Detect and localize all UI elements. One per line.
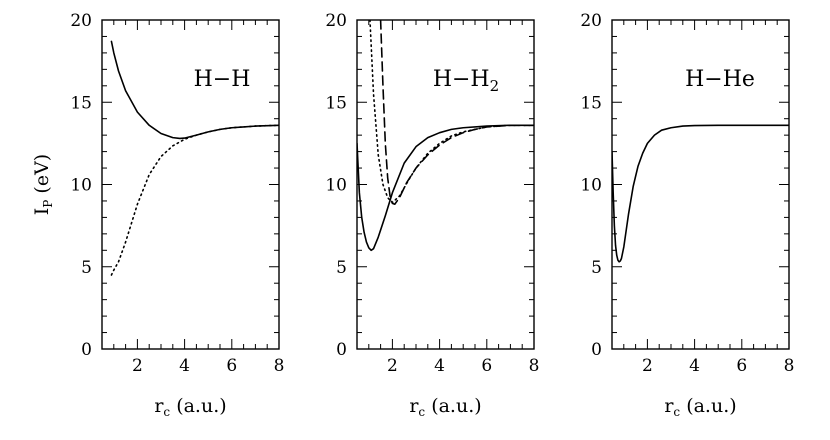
y-tick-label: 10: [325, 176, 347, 196]
y-tick-label: 5: [81, 258, 92, 278]
y-tick-label: 15: [325, 93, 347, 113]
series-line-solid: [357, 124, 534, 252]
x-axis-label-main: r: [409, 395, 419, 417]
panel-title-subscript: 2: [490, 77, 500, 95]
x-axis-label-subscript: c: [418, 405, 425, 419]
x-tick-label: 8: [274, 356, 285, 376]
x-tick-label: 8: [784, 356, 795, 376]
panel-title: H−H: [194, 67, 251, 92]
y-tick-label: 10: [580, 176, 602, 196]
y-tick-label: 15: [70, 93, 92, 113]
x-axis-label: rc (a.u.): [664, 395, 736, 419]
series-line-dashed: [379, 20, 534, 206]
y-tick-label: 0: [336, 340, 347, 360]
y-tick-label: 0: [81, 340, 92, 360]
x-axis-label: rc (a.u.): [154, 395, 226, 419]
y-tick-label: 15: [580, 93, 602, 113]
x-tick-label: 6: [481, 356, 492, 376]
x-tick-label: 4: [689, 356, 700, 376]
x-axis-label: rc (a.u.): [409, 395, 481, 419]
x-tick-label: 6: [736, 356, 747, 376]
panel-title-main: H−H: [194, 67, 251, 92]
panel-title: H−H2: [433, 67, 499, 95]
y-axis-label: IP (eV): [31, 154, 55, 215]
series-line-dotted: [369, 20, 534, 204]
y-tick-label: 20: [325, 11, 347, 31]
panel-h-h: 2 4 6 8 0 5 10 15 20 rc (a.u.) IP (eV) H−H: [31, 11, 284, 419]
x-tick-label: 8: [529, 356, 540, 376]
plot-frame: [101, 19, 280, 350]
y-axis-label-subscript: P: [41, 200, 55, 208]
x-axis-label-main: r: [664, 395, 674, 417]
panel-title: H−He: [685, 67, 755, 92]
x-axis-label-subscript: c: [163, 405, 170, 419]
x-tick-label: 2: [132, 356, 143, 376]
y-tick-label: 20: [580, 11, 602, 31]
y-tick-label: 5: [336, 258, 347, 278]
x-tick-label: 2: [387, 356, 398, 376]
x-axis-label-units: (a.u.): [680, 395, 737, 417]
x-axis-label-units: (a.u.): [425, 395, 482, 417]
y-tick-label: 5: [591, 258, 602, 278]
x-axis-label-main: r: [154, 395, 164, 417]
series-line-solid: [612, 124, 789, 263]
y-tick-label: 0: [591, 340, 602, 360]
panel-title-main: H−He: [685, 67, 755, 92]
x-axis-label-units: (a.u.): [170, 395, 227, 417]
y-tick-label: 20: [70, 11, 92, 31]
x-tick-label: 4: [179, 356, 190, 376]
panel-h-he: 2 4 6 8 0 5 10 15 20 rc (a.u.) H−He: [580, 11, 794, 419]
x-tick-label: 4: [434, 356, 445, 376]
y-axis-label-units: (eV): [31, 154, 53, 200]
x-tick-label: 2: [642, 356, 653, 376]
panel-title-main: H−H: [433, 67, 490, 92]
x-tick-label: 6: [226, 356, 237, 376]
series-line-dotted: [110, 124, 279, 276]
y-tick-label: 10: [70, 176, 92, 196]
y-axis-label-main: I: [31, 208, 53, 216]
x-axis-label-subscript: c: [673, 405, 680, 419]
